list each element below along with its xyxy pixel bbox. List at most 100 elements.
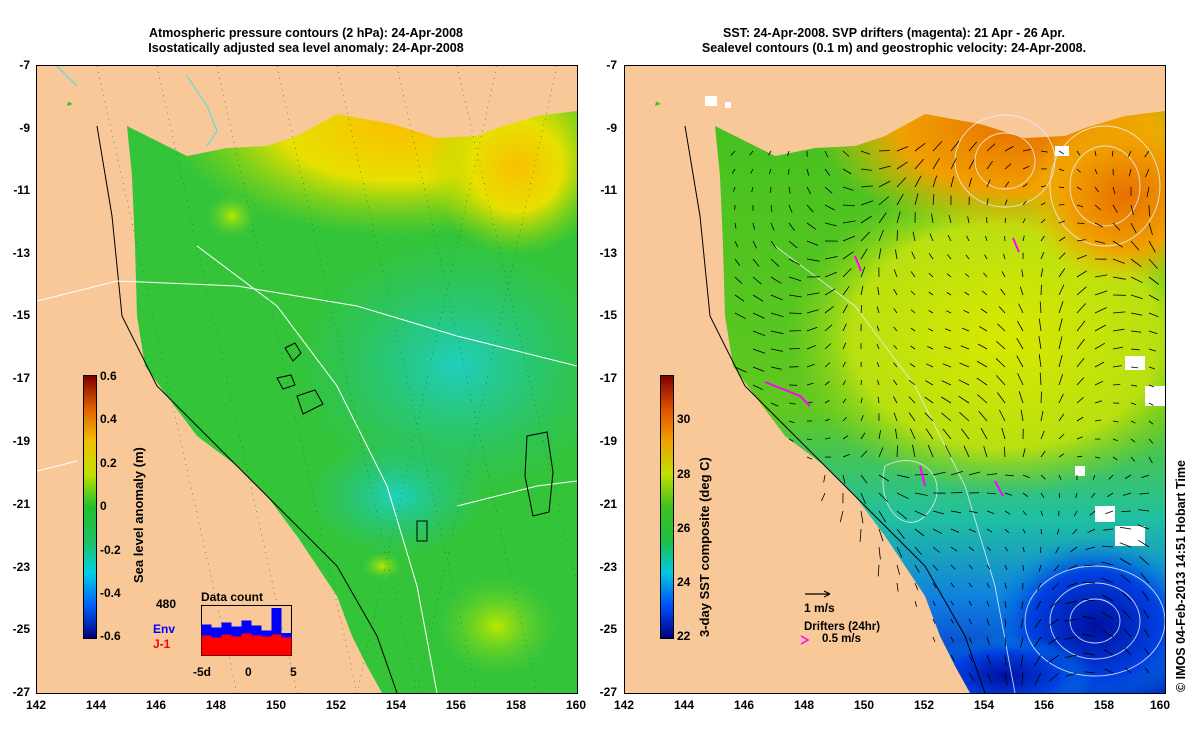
velocity-arrow bbox=[860, 231, 871, 242]
velocity-arrow bbox=[1004, 163, 1012, 170]
velocity-arrow bbox=[932, 600, 936, 606]
velocity-arrow bbox=[914, 142, 926, 152]
velocity-arrow bbox=[958, 379, 970, 386]
sla-pressure-contour-3 bbox=[37, 460, 577, 507]
velocity-arrow bbox=[1142, 590, 1150, 602]
velocity-arrow bbox=[986, 618, 990, 626]
right-lat-tick: -17 bbox=[599, 371, 617, 385]
velocity-arrow bbox=[1123, 628, 1132, 638]
velocity-arrow bbox=[946, 292, 952, 296]
velocity-arrow bbox=[986, 546, 992, 551]
velocity-arrow bbox=[914, 158, 924, 170]
velocity-arrow bbox=[929, 233, 934, 242]
velocity-arrow bbox=[1124, 474, 1132, 479]
velocity-arrow bbox=[927, 346, 934, 350]
velocity-arrow bbox=[788, 438, 794, 442]
velocity-arrow bbox=[1094, 380, 1104, 386]
histogram-bar-j1 bbox=[201, 635, 212, 656]
left-lon-tick: 142 bbox=[25, 698, 47, 712]
velocity-arrow bbox=[932, 546, 940, 553]
velocity-arrow bbox=[842, 168, 852, 175]
velocity-arrow bbox=[1124, 647, 1132, 656]
velocity-arrow bbox=[1108, 474, 1114, 480]
velocity-arrow bbox=[824, 150, 829, 158]
velocity-arrow bbox=[1101, 594, 1114, 602]
velocity-arrow bbox=[878, 492, 889, 503]
velocity-arrow bbox=[1038, 354, 1042, 368]
velocity-arrow bbox=[842, 150, 850, 157]
velocity-arrow bbox=[914, 175, 922, 188]
velocity-arrow bbox=[986, 636, 990, 646]
drifter-tracks bbox=[764, 237, 1020, 497]
velocity-arrow bbox=[914, 510, 927, 517]
velocity-arrow bbox=[752, 276, 762, 285]
velocity-arrow bbox=[947, 254, 952, 260]
velocity-arrow bbox=[770, 276, 782, 284]
velocity-arrow bbox=[1094, 361, 1105, 368]
velocity-arrow bbox=[770, 294, 783, 301]
velocity-arrow bbox=[769, 168, 772, 175]
sla-colorbar-tick: 0.2 bbox=[100, 456, 117, 470]
velocity-arrow bbox=[1122, 609, 1132, 620]
sla-colorbar-label: Sea level anomaly (m) bbox=[131, 447, 146, 583]
velocity-arrow bbox=[842, 361, 846, 368]
velocity-arrow bbox=[1145, 168, 1150, 178]
velocity-arrow bbox=[1120, 526, 1132, 530]
velocity-arrow bbox=[1148, 384, 1155, 388]
velocity-arrow bbox=[968, 471, 981, 476]
velocity-arrow bbox=[1102, 630, 1114, 638]
velocity-arrow bbox=[1119, 542, 1132, 548]
velocity-arrow bbox=[932, 636, 936, 642]
data-count-max: 480 bbox=[156, 597, 177, 611]
velocity-arrow bbox=[986, 198, 989, 206]
velocity-arrow bbox=[1022, 235, 1025, 242]
velocity-arrow bbox=[960, 428, 970, 440]
velocity-arrow bbox=[1040, 185, 1047, 188]
velocity-arrow bbox=[752, 348, 766, 354]
velocity-arrow bbox=[986, 672, 992, 684]
velocity-arrow bbox=[821, 492, 826, 502]
velocity-arrow bbox=[968, 528, 976, 533]
velocity-arrow bbox=[842, 304, 848, 314]
velocity-arrow bbox=[1049, 600, 1060, 608]
right-lon-tick: 156 bbox=[1033, 698, 1055, 712]
velocity-arrow bbox=[733, 186, 736, 192]
velocity-arrow bbox=[1058, 374, 1064, 386]
velocity-arrow bbox=[1022, 183, 1028, 188]
sla-low-centre bbox=[297, 236, 577, 496]
velocity-arrow bbox=[986, 528, 993, 533]
sla-colorbar-tick: -0.6 bbox=[100, 629, 121, 643]
velocity-arrow bbox=[878, 447, 884, 458]
sla-colorbar-tick: -0.2 bbox=[100, 543, 121, 557]
velocity-arrow bbox=[1130, 240, 1140, 251]
velocity-arrow bbox=[1112, 346, 1124, 350]
velocity-arrow bbox=[1022, 165, 1030, 170]
velocity-arrow bbox=[806, 456, 813, 460]
velocity-arrow bbox=[1020, 618, 1024, 629]
velocity-arrow bbox=[842, 453, 851, 458]
velocity-arrow bbox=[1076, 357, 1085, 368]
velocity-arrow bbox=[806, 240, 819, 246]
sla-colorbar-tick: -0.4 bbox=[100, 586, 121, 600]
velocity-arrow bbox=[910, 309, 916, 314]
velocity-arrow bbox=[877, 379, 880, 386]
right-lat-tick: -23 bbox=[599, 560, 617, 574]
velocity-arrow bbox=[1148, 402, 1154, 406]
velocity-arrow bbox=[914, 564, 920, 573]
velocity-arrow bbox=[893, 269, 898, 278]
velocity-arrow bbox=[1101, 561, 1114, 566]
left-lon-tick: 148 bbox=[205, 698, 227, 712]
sst-map-graphic bbox=[625, 66, 1165, 693]
data-count-xtick: -5d bbox=[193, 665, 211, 679]
velocity-arrow bbox=[1082, 581, 1096, 584]
velocity-arrow bbox=[950, 582, 955, 588]
velocity-arrow bbox=[910, 290, 916, 296]
velocity-arrow bbox=[1058, 453, 1065, 458]
velocity-arrow bbox=[896, 528, 905, 540]
velocity-arrow bbox=[806, 168, 810, 176]
velocity-arrow bbox=[932, 157, 940, 170]
velocity-arrow bbox=[968, 618, 972, 625]
velocity-arrow bbox=[1076, 377, 1085, 386]
velocity-arrow bbox=[1112, 222, 1121, 231]
velocity-arrow bbox=[968, 600, 972, 606]
